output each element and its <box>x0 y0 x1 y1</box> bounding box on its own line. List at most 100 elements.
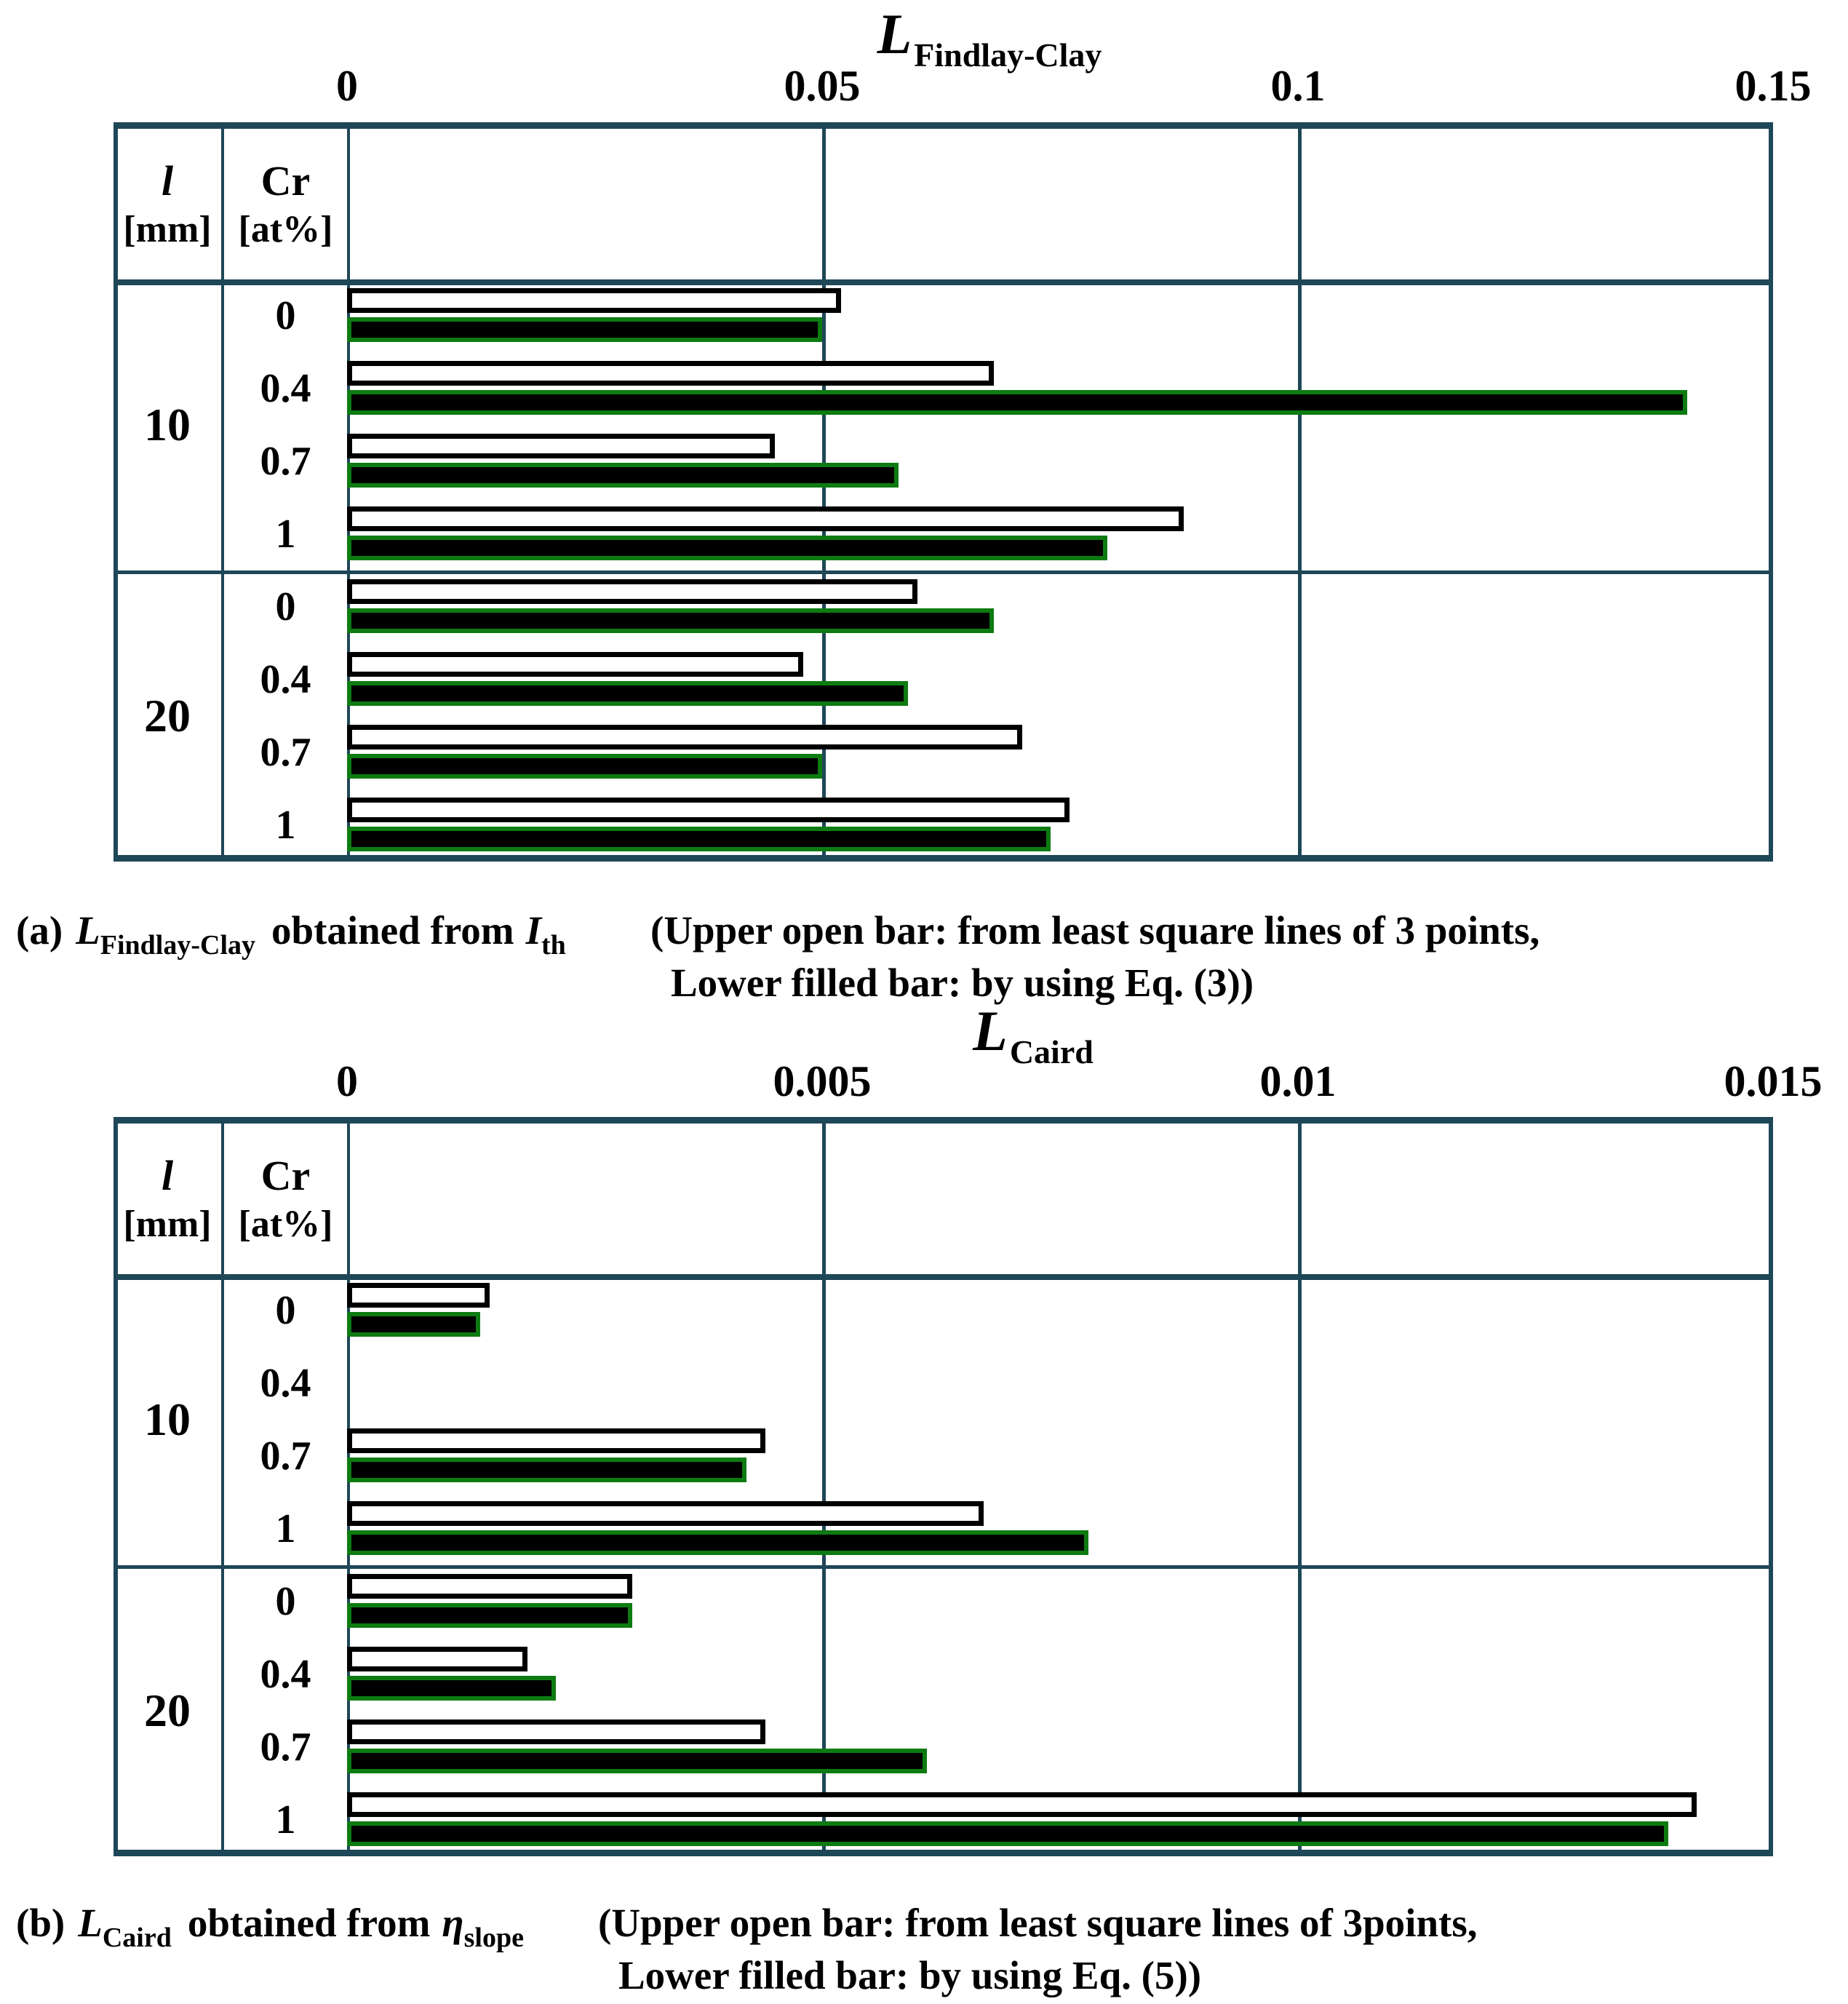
gridline <box>1298 1117 1302 1856</box>
bar-filled <box>347 1530 1088 1555</box>
axis-tick-label: 0.05 <box>784 62 861 110</box>
axis-zero-line <box>347 122 350 862</box>
header-length-unit: [mm] <box>123 208 212 250</box>
table-border-top <box>113 1117 1773 1124</box>
caption-legend-line1: (Upper open bar: from least square lines… <box>598 1901 1478 1945</box>
caption-source-subscript: slope <box>463 1923 524 1953</box>
header-cr-column: Cr [at%] <box>224 129 347 279</box>
bar-open <box>347 1719 765 1744</box>
caption-a: (a) LFindlay-Clay obtained from Ith (Upper … <box>16 904 1841 1005</box>
axis-title-subscript: Caird <box>1009 1033 1094 1070</box>
cr-row-label: 0.7 <box>260 1434 311 1479</box>
table-border-left <box>113 1117 118 1856</box>
axis-tick-label: 0.01 <box>1259 1057 1337 1105</box>
axis-tick-label: 0.1 <box>1270 62 1326 110</box>
bar-filled <box>347 536 1107 560</box>
axis-tick-label: 0.15 <box>1735 62 1812 110</box>
bar-open <box>347 798 1070 822</box>
caption-symbol-subscript: Caird <box>102 1923 172 1953</box>
cr-row-label: 0 <box>275 1288 296 1333</box>
caption-prefix: (a) <box>16 908 63 953</box>
bar-filled <box>347 754 822 779</box>
group-label: 10 <box>144 399 191 450</box>
caption-middle-text: obtained from <box>271 908 514 953</box>
table-border-left <box>113 122 118 862</box>
caption-symbol: L <box>76 908 100 953</box>
header-length-symbol: l <box>161 1151 174 1199</box>
gridline <box>822 1117 826 1856</box>
axis-title-symbol: L <box>973 999 1008 1062</box>
header-length-column: l [mm] <box>113 129 221 279</box>
cr-row-label: 1 <box>275 1506 296 1551</box>
bar-filled <box>347 317 822 342</box>
cr-row-label: 0 <box>275 584 296 629</box>
gridline <box>1298 122 1302 862</box>
table-border-bottom <box>113 855 1773 862</box>
chart-table-b: l [mm] Cr [at%] 10 20 0 0.4 0.7 1 0 0.4 0.7 1 <box>113 1117 1773 1856</box>
caption-line: (b) LCaird obtained from ηslope <box>16 1897 1841 1964</box>
caption-legend-line2: Lower filled bar: by using Eq. (3)) <box>671 961 1254 1005</box>
group-label: 20 <box>144 690 191 741</box>
bar-open <box>347 361 994 386</box>
bar-filled <box>347 1603 632 1628</box>
bar-open <box>347 1428 765 1453</box>
caption-legend-line2: Lower filled bar: by using Eq. (5)) <box>618 1953 1202 1997</box>
bar-filled <box>347 463 899 488</box>
caption-legend-line1: (Upper open bar: from least square lines… <box>650 908 1540 953</box>
cr-row-label: 0.4 <box>260 1652 311 1697</box>
caption-source-subscript: th <box>541 930 566 961</box>
bar-filled <box>347 390 1687 415</box>
header-length-column: l [mm] <box>113 1124 221 1274</box>
bar-filled <box>347 608 994 633</box>
table-border-bottom <box>113 1850 1773 1856</box>
group-label: 20 <box>144 1685 191 1736</box>
cr-row-label: 1 <box>275 512 296 557</box>
bar-open <box>347 1283 490 1308</box>
caption-middle-text: obtained from <box>187 1901 431 1945</box>
bar-open <box>347 1501 984 1526</box>
axis-title-symbol: L <box>877 2 912 65</box>
cr-row-label: 0 <box>275 293 296 338</box>
caption-symbol: L <box>78 1901 103 1945</box>
axis-title-b: LCaird <box>973 998 1094 1070</box>
header-cr-symbol: Cr <box>260 1151 311 1199</box>
caption-legend-note: (Upper open bar: from least square lines… <box>598 1897 1478 2002</box>
bar-filled <box>347 1821 1668 1846</box>
cr-row-label: 0.7 <box>260 1725 311 1770</box>
bar-filled <box>347 681 908 706</box>
bar-filled <box>347 1312 480 1337</box>
bar-open <box>347 1647 527 1671</box>
caption-symbol-subscript: Findlay-Clay <box>100 930 255 961</box>
column-divider <box>221 1117 224 1856</box>
header-cr-unit: [at%] <box>238 1203 333 1245</box>
table-border-right <box>1769 122 1773 862</box>
table-border-top <box>113 122 1773 129</box>
bar-filled <box>347 1676 556 1701</box>
group-divider <box>113 1565 1773 1569</box>
header-divider <box>113 1274 1773 1280</box>
caption-b: (b) LCaird obtained from ηslope (Upper open… <box>16 1897 1841 1997</box>
caption-line: (a) LFindlay-Clay obtained from Ith <box>16 904 1841 971</box>
cr-row-label: 0.4 <box>260 657 311 702</box>
bar-open <box>347 1792 1697 1817</box>
bar-open <box>347 652 803 677</box>
axis-zero-line <box>347 1117 350 1856</box>
header-length-symbol: l <box>161 156 174 204</box>
header-cr-symbol: Cr <box>260 156 311 204</box>
bar-open <box>347 725 1022 749</box>
axis-tick-label: 0.005 <box>773 1057 872 1105</box>
chart-table-a: l [mm] Cr [at%] 10 20 0 0.4 0.7 1 0 0.4 0.7 1 <box>113 122 1773 862</box>
cr-row-label: 0.7 <box>260 439 311 484</box>
cr-row-label: 1 <box>275 1797 296 1842</box>
bar-filled <box>347 827 1051 851</box>
cr-row-label: 0 <box>275 1579 296 1624</box>
header-length-unit: [mm] <box>123 1203 212 1245</box>
caption-source-symbol: I <box>525 908 541 953</box>
header-divider <box>113 279 1773 285</box>
axis-tick-label: 0 <box>336 62 358 110</box>
axis-tick-label: 0.015 <box>1724 1057 1823 1105</box>
table-border-right <box>1769 1117 1773 1856</box>
gridline <box>822 122 826 862</box>
header-cr-column: Cr [at%] <box>224 1124 347 1274</box>
